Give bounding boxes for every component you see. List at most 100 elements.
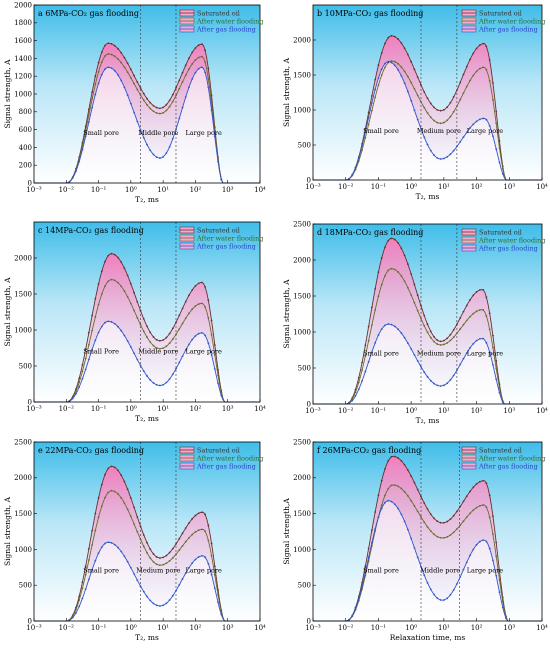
series-point	[361, 380, 363, 382]
series-point	[478, 540, 481, 543]
series-point	[149, 548, 152, 551]
y-tick-label: 1000	[293, 546, 311, 554]
x-tick-label: 10⁻³	[305, 407, 321, 415]
series-point	[123, 480, 126, 483]
series-point	[207, 77, 210, 80]
series-point	[117, 256, 119, 259]
series-point	[94, 83, 97, 86]
series-point	[387, 239, 390, 242]
series-point	[465, 495, 468, 498]
series-point	[129, 282, 132, 285]
plot-frame	[312, 223, 543, 405]
x-tick-label: 10⁻³	[26, 186, 42, 194]
series-point	[406, 495, 409, 497]
series-point	[384, 501, 386, 504]
series-point	[165, 336, 168, 339]
series-point	[459, 317, 462, 319]
y-tick-label: 1400	[14, 55, 32, 63]
series-point	[181, 355, 184, 358]
region-label: Medium pore	[417, 127, 461, 135]
series-point	[87, 559, 90, 561]
series-point	[87, 331, 90, 334]
series-point	[413, 283, 416, 286]
series-point	[126, 296, 129, 298]
series-point	[78, 377, 81, 380]
series-point	[465, 319, 468, 322]
series-point	[472, 509, 475, 512]
series-point	[110, 465, 113, 468]
region-label: Large pore	[467, 567, 504, 575]
series-point	[406, 528, 409, 531]
series-point	[442, 343, 445, 346]
series-point	[374, 342, 377, 344]
region-label: Middle pore	[138, 129, 178, 137]
series-point	[472, 123, 475, 126]
series-point	[168, 560, 171, 562]
series-point	[136, 530, 139, 533]
series-point	[162, 604, 165, 607]
series-point	[442, 384, 445, 387]
series-point	[364, 131, 367, 134]
series-point	[100, 73, 103, 76]
series-point	[175, 333, 177, 336]
series-point	[446, 520, 449, 523]
y-axis-title: Signal strength, A	[3, 59, 12, 129]
y-axis-title: Signal strength, A	[3, 496, 12, 566]
y-tick-label: 1000	[14, 326, 32, 334]
series-point	[495, 378, 498, 381]
series-point	[197, 556, 200, 558]
x-tick-label: 10⁻¹	[91, 186, 107, 194]
series-point	[87, 108, 90, 111]
series-point	[142, 318, 145, 320]
series-point	[104, 44, 106, 47]
chart-panel-d: 0 500 1000 1500 2000 2500 10⁻³ 10⁻² 10⁻¹ 10⁰ 10¹ 10…	[282, 220, 548, 425]
y-tick-label: 0	[307, 400, 311, 408]
series-point	[75, 170, 77, 173]
series-point	[107, 42, 110, 45]
series-point	[482, 42, 485, 45]
series-point	[478, 44, 481, 46]
series-point	[387, 269, 390, 272]
series-point	[152, 560, 155, 563]
series-point	[377, 77, 380, 79]
y-tick-label: 0	[28, 398, 32, 406]
series-point	[123, 86, 126, 89]
y-tick-label: 0	[28, 179, 32, 187]
series-point	[465, 352, 468, 354]
series-point	[433, 154, 435, 157]
series-point	[495, 148, 498, 150]
series-point	[184, 572, 187, 575]
series-point	[139, 585, 142, 588]
region-label: Small Pore	[83, 347, 119, 355]
series-point	[204, 556, 207, 559]
series-point	[84, 565, 87, 568]
y-tick-label: 1500	[14, 290, 32, 298]
series-point	[380, 283, 383, 286]
series-point	[81, 363, 84, 366]
series-point	[117, 325, 119, 328]
series-point	[84, 357, 87, 360]
series-point	[351, 399, 354, 402]
series-point	[210, 573, 213, 576]
series-point	[175, 367, 177, 370]
series-point	[413, 87, 416, 90]
series-point	[191, 308, 194, 311]
x-tick-label: 10³	[222, 405, 234, 413]
series-point	[81, 597, 84, 600]
series-point	[446, 119, 449, 122]
series-point	[367, 116, 370, 119]
series-point	[181, 544, 184, 547]
series-point	[374, 309, 377, 311]
series-point	[104, 260, 106, 263]
series-point	[204, 285, 207, 288]
y-tick-label: 1500	[293, 71, 311, 79]
series-point	[393, 60, 396, 63]
series-point	[420, 495, 422, 498]
series-point	[191, 562, 194, 565]
series-point	[478, 504, 481, 507]
series-point	[488, 59, 491, 61]
series-point	[482, 479, 485, 482]
series-point	[384, 468, 386, 470]
series-point	[370, 351, 373, 353]
series-point	[354, 394, 357, 397]
